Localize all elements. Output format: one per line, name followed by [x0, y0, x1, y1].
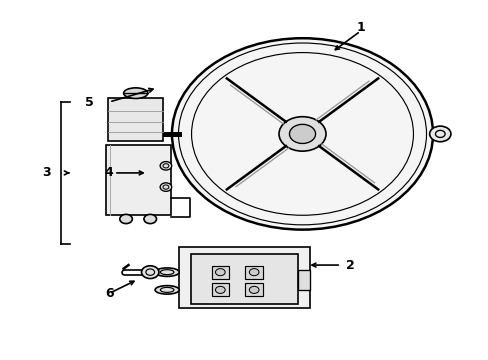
Text: 2: 2: [346, 258, 354, 271]
Bar: [245, 283, 263, 296]
Bar: [179, 247, 309, 307]
Bar: [191, 255, 297, 304]
Circle shape: [172, 38, 432, 230]
Circle shape: [143, 215, 156, 224]
Text: 4: 4: [104, 166, 113, 179]
Text: 3: 3: [42, 166, 50, 179]
Bar: [297, 270, 309, 290]
Bar: [211, 266, 228, 279]
Circle shape: [279, 117, 325, 151]
Ellipse shape: [123, 88, 147, 99]
Circle shape: [215, 269, 224, 276]
Circle shape: [141, 266, 159, 279]
Bar: [105, 145, 170, 215]
Circle shape: [249, 269, 259, 276]
Text: 1: 1: [355, 21, 364, 34]
Circle shape: [429, 126, 450, 142]
Text: 6: 6: [104, 287, 113, 300]
Circle shape: [289, 124, 315, 144]
Bar: [245, 266, 263, 279]
Circle shape: [120, 215, 132, 224]
Ellipse shape: [155, 268, 179, 276]
Text: 5: 5: [85, 95, 94, 108]
Bar: [211, 283, 228, 296]
Circle shape: [160, 162, 171, 170]
Ellipse shape: [155, 285, 179, 294]
Circle shape: [215, 286, 224, 293]
Circle shape: [160, 183, 171, 192]
Bar: [108, 99, 163, 141]
Circle shape: [249, 286, 259, 293]
